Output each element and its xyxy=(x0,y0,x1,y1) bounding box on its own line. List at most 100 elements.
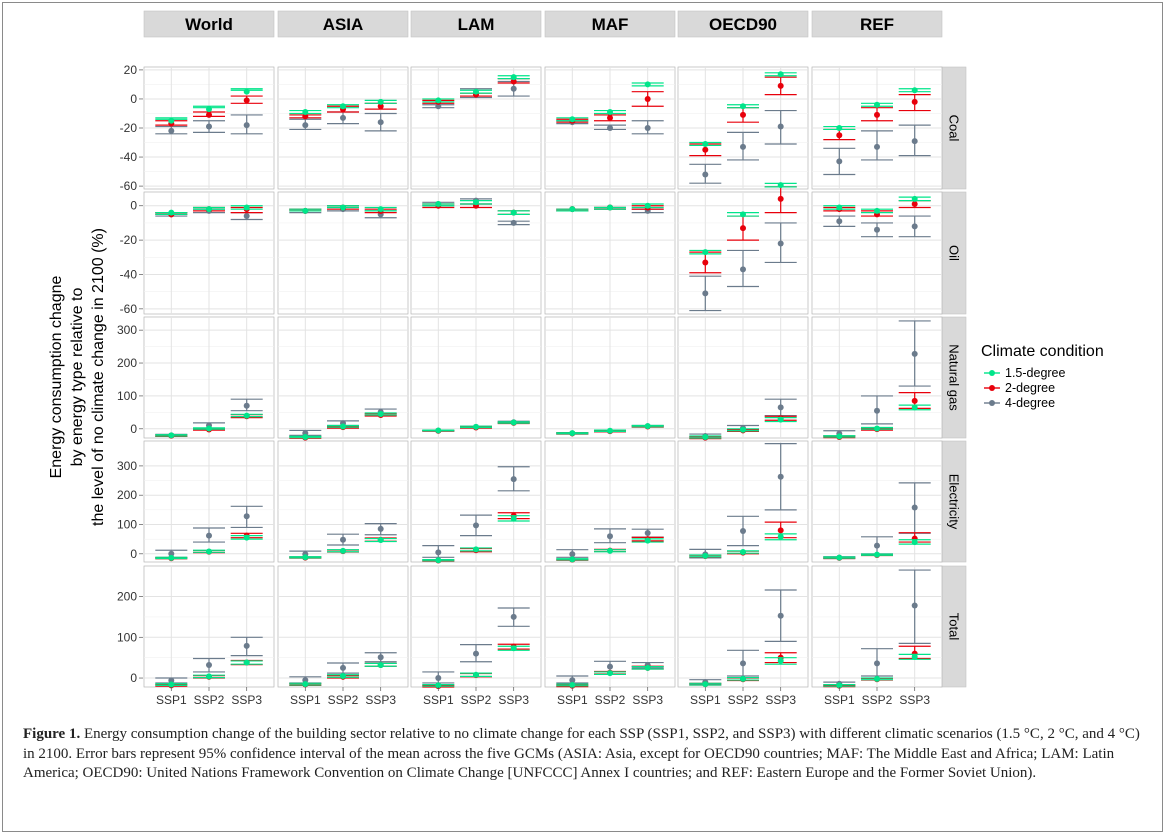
data-point-1-5-degree xyxy=(702,552,709,559)
legend-key-point-1-5-degree xyxy=(989,370,995,376)
data-point-1-5-degree xyxy=(302,554,309,561)
data-point-1-5-degree xyxy=(569,681,576,688)
data-point-1-5-degree xyxy=(377,206,384,213)
data-point-4-degree xyxy=(874,407,880,414)
data-point-4-degree xyxy=(874,226,880,233)
data-point-4-degree xyxy=(702,171,709,178)
row-strip-oil xyxy=(939,191,967,315)
data-point-1-5-degree xyxy=(168,432,175,439)
data-point-4-degree xyxy=(911,138,918,145)
data-point-4-degree xyxy=(911,602,918,609)
data-point-4-degree xyxy=(911,350,918,357)
facet-strip-label-lam: LAM xyxy=(458,15,495,34)
data-point-4-degree xyxy=(377,119,384,126)
data-point-4-degree xyxy=(243,642,250,649)
y-tick-label: -40 xyxy=(120,150,138,164)
y-tick-label: 100 xyxy=(117,630,137,644)
data-point-2-degree xyxy=(777,527,784,534)
legend-label-4-degree: 4-degree xyxy=(1005,396,1055,410)
data-point-2-degree xyxy=(510,78,517,85)
data-point-4-degree xyxy=(340,536,346,543)
y-tick-label: -20 xyxy=(120,233,138,247)
data-point-1-5-degree xyxy=(874,551,880,558)
data-point-2-degree xyxy=(836,132,843,139)
data-point-1-5-degree xyxy=(510,419,517,426)
legend-label-2-degree: 2-degree xyxy=(1005,381,1055,395)
data-point-2-degree xyxy=(243,97,250,104)
data-point-4-degree xyxy=(377,654,384,661)
data-point-1-5-degree xyxy=(377,98,384,105)
x-tick-label: SSP1 xyxy=(423,693,454,707)
data-point-1-5-degree xyxy=(874,425,880,432)
y-tick-label: 300 xyxy=(117,459,137,473)
row-strip-coal xyxy=(939,66,967,190)
y-axis-label-line: Energy consumption chagne xyxy=(48,276,65,479)
data-point-4-degree xyxy=(340,114,346,121)
data-point-4-degree xyxy=(435,103,442,110)
data-point-1-5-degree xyxy=(740,549,746,556)
caption-text: Energy consumption change of the buildin… xyxy=(23,726,1140,781)
data-point-4-degree xyxy=(777,612,784,619)
data-point-1-5-degree xyxy=(777,71,784,78)
x-tick-label: SSP2 xyxy=(194,693,225,707)
data-point-1-5-degree xyxy=(473,423,479,430)
data-point-1-5-degree xyxy=(168,681,175,688)
data-point-4-degree xyxy=(243,513,250,520)
x-tick-label: SSP1 xyxy=(290,693,321,707)
data-point-1-5-degree xyxy=(607,670,613,677)
figure-caption: Figure 1. Energy consumption change of t… xyxy=(23,725,1151,784)
data-point-4-degree xyxy=(243,213,250,220)
x-tick-label: SSP3 xyxy=(632,693,663,707)
data-point-4-degree xyxy=(836,218,843,225)
x-tick-label: SSP3 xyxy=(231,693,262,707)
x-tick-label: SSP3 xyxy=(498,693,529,707)
data-point-1-5-degree xyxy=(302,109,309,116)
data-point-1-5-degree xyxy=(702,249,709,256)
x-tick-label: SSP1 xyxy=(557,693,588,707)
data-point-4-degree xyxy=(168,550,175,557)
data-point-1-5-degree xyxy=(435,682,442,689)
legend-key-point-2-degree xyxy=(989,385,995,391)
data-point-1-5-degree xyxy=(607,109,613,116)
data-point-2-degree xyxy=(377,103,384,110)
data-point-1-5-degree xyxy=(777,182,784,189)
data-point-1-5-degree xyxy=(569,116,576,123)
data-point-4-degree xyxy=(510,219,517,226)
data-point-1-5-degree xyxy=(206,206,212,213)
data-point-2-degree xyxy=(911,98,918,105)
data-point-1-5-degree xyxy=(302,434,309,441)
data-point-1-5-degree xyxy=(435,201,442,208)
data-point-1-5-degree xyxy=(340,204,346,211)
data-point-4-degree xyxy=(340,664,346,671)
data-point-4-degree xyxy=(206,662,212,668)
data-point-1-5-degree xyxy=(243,659,250,666)
data-point-4-degree xyxy=(777,123,784,130)
data-point-1-5-degree xyxy=(644,537,651,544)
data-point-4-degree xyxy=(206,532,212,539)
data-point-1-5-degree xyxy=(874,207,880,214)
data-point-1-5-degree xyxy=(473,199,479,206)
data-point-1-5-degree xyxy=(302,681,309,688)
data-point-1-5-degree xyxy=(377,410,384,417)
data-point-1-5-degree xyxy=(340,103,346,110)
data-point-2-degree xyxy=(607,114,613,121)
data-point-1-5-degree xyxy=(836,204,843,211)
data-point-1-5-degree xyxy=(607,427,613,434)
data-point-4-degree xyxy=(510,85,517,92)
data-point-1-5-degree xyxy=(836,682,843,689)
data-point-4-degree xyxy=(302,122,309,129)
data-point-4-degree xyxy=(473,522,479,529)
data-point-4-degree xyxy=(607,663,613,670)
data-point-2-degree xyxy=(702,259,709,266)
x-tick-label: SSP1 xyxy=(690,693,721,707)
data-point-2-degree xyxy=(302,113,309,120)
data-point-4-degree xyxy=(243,122,250,129)
data-point-4-degree xyxy=(569,551,576,558)
data-point-1-5-degree xyxy=(740,211,746,218)
data-point-4-degree xyxy=(607,533,613,540)
data-point-1-5-degree xyxy=(510,515,517,522)
data-point-4-degree xyxy=(874,660,880,667)
data-point-1-5-degree xyxy=(644,423,651,430)
data-point-2-degree xyxy=(777,82,784,89)
